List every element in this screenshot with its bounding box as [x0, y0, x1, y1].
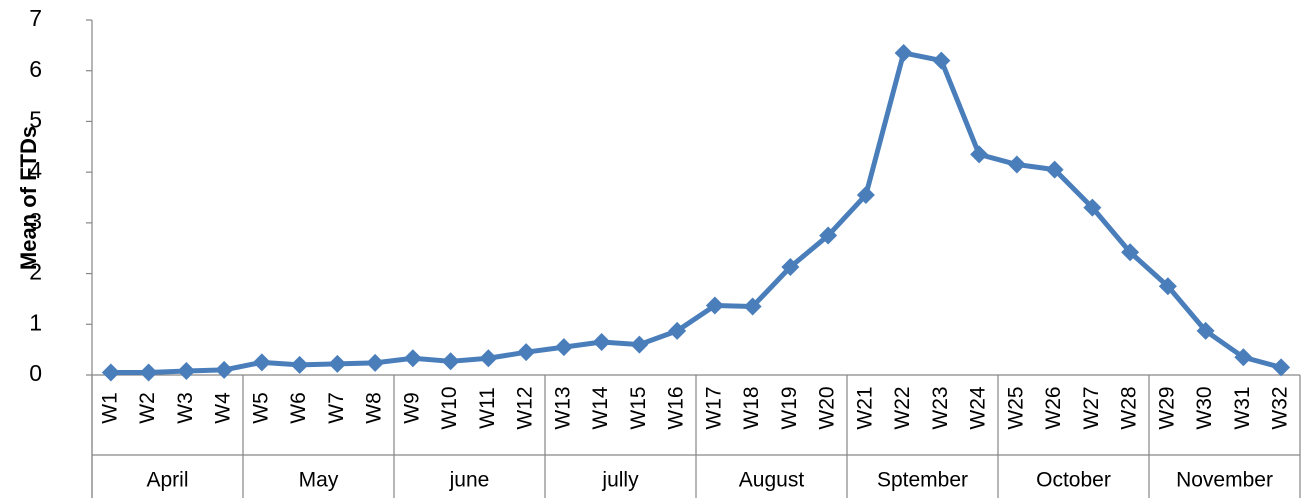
y-tick-label: 6 — [29, 56, 42, 82]
group-label: Sptember — [877, 469, 968, 492]
x-tick-label: W1 — [98, 392, 121, 424]
marker — [1045, 160, 1064, 179]
x-tick-label: W19 — [778, 386, 801, 429]
x-tick-label: W14 — [589, 386, 612, 430]
y-tick-label: 2 — [29, 259, 42, 285]
marker — [819, 226, 838, 245]
group-label: August — [739, 469, 805, 492]
marker — [1007, 155, 1026, 174]
marker — [441, 352, 460, 371]
marker — [215, 360, 234, 379]
x-tick-label: W28 — [1118, 386, 1141, 429]
x-tick-label: W24 — [967, 386, 990, 430]
group-label: April — [146, 469, 188, 492]
x-tick-label: W11 — [476, 387, 499, 429]
x-tick-label: W13 — [551, 386, 574, 429]
marker — [366, 353, 385, 372]
group-label: june — [449, 469, 490, 492]
x-tick-label: W31 — [1231, 386, 1254, 429]
x-tick-label: W12 — [514, 386, 537, 429]
y-axis-label: Mean of FTDs — [16, 126, 41, 270]
marker — [743, 297, 762, 316]
marker — [1158, 277, 1177, 296]
y-tick-label: 1 — [29, 309, 42, 335]
x-tick-label: W6 — [287, 392, 310, 424]
marker — [101, 363, 120, 382]
marker — [932, 51, 951, 70]
x-tick-label: W21 — [853, 386, 876, 429]
group-label: November — [1176, 469, 1273, 492]
marker — [479, 349, 498, 368]
marker — [328, 354, 347, 373]
x-tick-label: W9 — [400, 392, 423, 424]
marker — [705, 296, 724, 315]
marker — [403, 349, 422, 368]
marker — [1121, 243, 1140, 262]
x-tick-label: W26 — [1042, 386, 1065, 429]
marker — [554, 338, 573, 357]
x-tick-label: W5 — [249, 392, 272, 424]
x-tick-label: W8 — [363, 392, 386, 424]
x-tick-label: W22 — [891, 386, 914, 429]
marker — [970, 145, 989, 164]
x-tick-label: W7 — [325, 392, 348, 424]
x-tick-label: W2 — [136, 392, 159, 424]
x-tick-label: W10 — [438, 386, 461, 429]
x-tick-label: W25 — [1004, 386, 1027, 429]
y-tick-label: 4 — [29, 157, 42, 183]
marker — [856, 185, 875, 204]
marker — [668, 321, 687, 340]
x-tick-label: W17 — [702, 386, 725, 429]
marker — [517, 343, 536, 362]
marker — [290, 355, 309, 374]
x-tick-label: W16 — [665, 386, 688, 429]
x-tick-label: W3 — [174, 392, 197, 424]
marker — [177, 361, 196, 380]
group-label: jully — [601, 469, 639, 492]
y-tick-label: 5 — [29, 107, 42, 133]
x-tick-label: W32 — [1269, 386, 1292, 429]
marker — [1234, 348, 1253, 367]
x-tick-label: W29 — [1155, 386, 1178, 429]
marker — [139, 363, 158, 382]
x-tick-label: W18 — [740, 386, 763, 429]
y-tick-label: 0 — [29, 360, 42, 386]
marker — [252, 353, 271, 372]
x-tick-label: W20 — [816, 386, 839, 429]
marker — [894, 43, 913, 62]
marker — [1196, 321, 1215, 340]
group-label: May — [299, 469, 339, 492]
marker — [1083, 198, 1102, 217]
marker — [630, 335, 649, 354]
group-label: October — [1036, 469, 1111, 492]
x-tick-label: W27 — [1080, 386, 1103, 429]
y-tick-label: 3 — [29, 208, 42, 234]
line — [110, 50, 1282, 375]
x-tick-label: W4 — [212, 392, 235, 424]
y-tick-label: 7 — [29, 5, 42, 31]
marker — [1272, 358, 1291, 377]
marker — [592, 333, 611, 352]
x-tick-label: W15 — [627, 386, 650, 429]
x-tick-label: W23 — [929, 386, 952, 429]
marker — [781, 257, 800, 276]
x-tick-label: W30 — [1193, 386, 1216, 429]
